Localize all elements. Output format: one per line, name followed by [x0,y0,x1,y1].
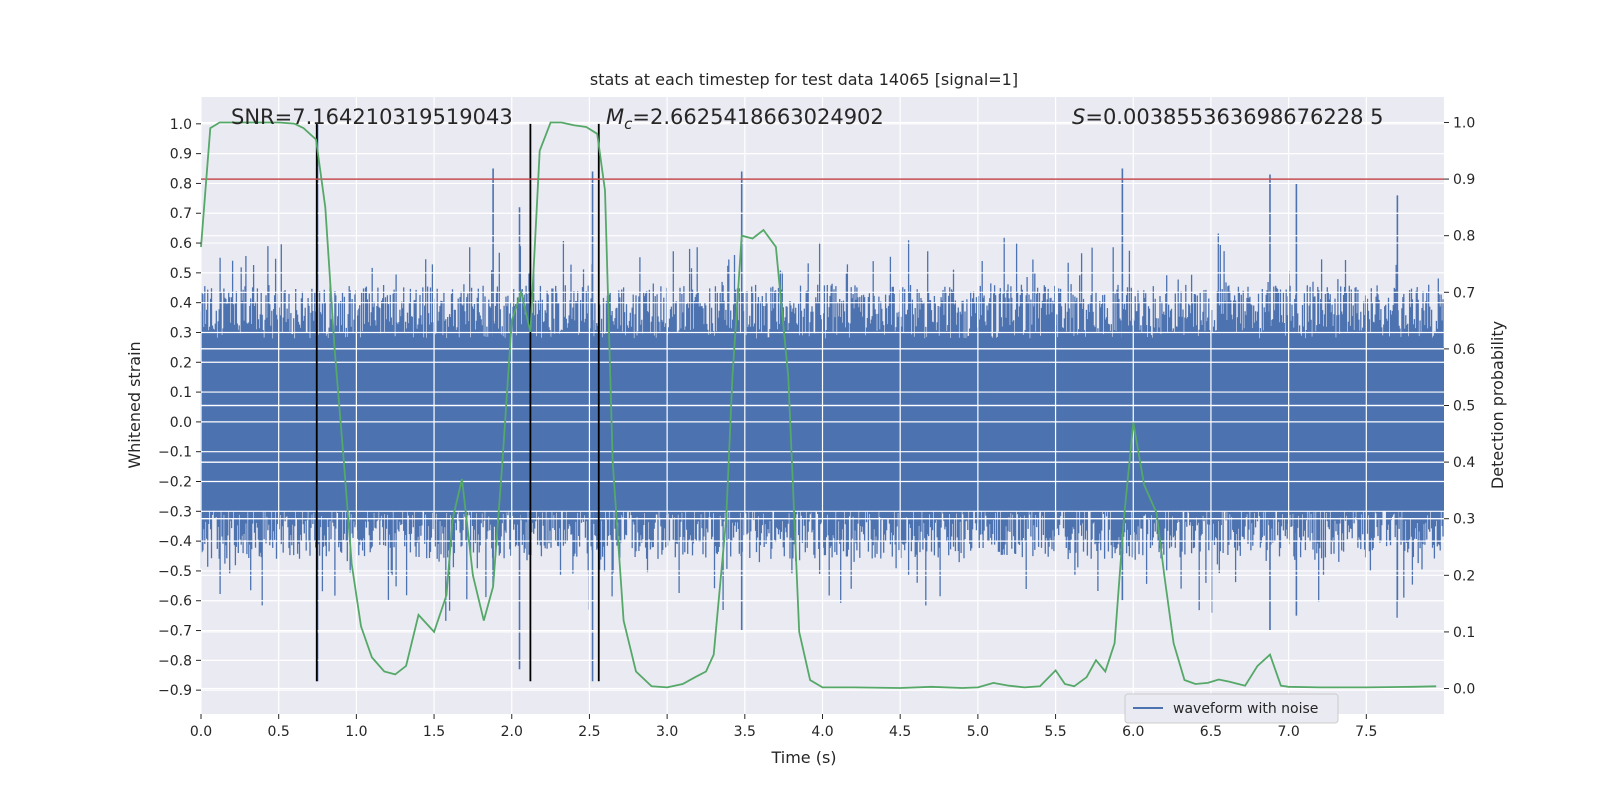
x-tick-label: 2.0 [501,724,523,740]
snr-annotation: SNR=7.164210319519043 [231,105,513,129]
y-left-tick-label: −0.4 [158,534,192,550]
x-tick-label: 2.5 [578,724,600,740]
y-left-tick-label: 0.2 [170,355,192,371]
s-value: =0.003855363698676228 5 [1085,105,1383,129]
y-right-tick-label: 0.7 [1453,285,1475,301]
legend-label: waveform with noise [1173,701,1318,717]
y-right-tick-label: 0.8 [1453,229,1475,245]
x-tick-label: 6.5 [1200,724,1222,740]
legend: waveform with noise [1124,693,1339,724]
y-left-tick-label: 0.8 [170,176,192,192]
x-tick-label: 0.0 [190,724,212,740]
y-left-tick-label: 1.0 [170,117,192,133]
y-right-tick-label: 0.4 [1453,455,1475,471]
y-left-tick-label: 0.5 [170,266,192,282]
y-left-tick-label: 0.6 [170,236,192,252]
detection-probability-line [200,121,1437,689]
y-right-tick-label: 1.0 [1453,115,1475,131]
y-left-tick-label: 0.0 [170,415,192,431]
chirp-mass-subscript: c [624,115,633,133]
y-left-tick-label: −0.2 [158,475,192,491]
x-tick-label: 1.0 [345,724,367,740]
x-tick-label: 4.0 [811,724,833,740]
vertical-markers [315,123,600,682]
y-left-tick-label: −0.7 [158,624,192,640]
y-left-tick-label: −0.3 [158,504,192,520]
y-right-tick-label: 0.9 [1453,172,1475,188]
x-axis-label: Time (s) [770,748,836,767]
y-right-tick-label: 0.1 [1453,625,1475,641]
y-left-tick-label: −0.9 [158,683,192,699]
s-symbol: S [1072,105,1085,129]
x-tick-label: 7.0 [1277,724,1299,740]
y-left-tick-label: −0.5 [158,564,192,580]
y-left-tick-label: −0.8 [158,653,192,669]
y-left-tick-label: 0.1 [170,385,192,401]
y-left-tick-label: 0.4 [170,296,192,312]
x-tick-label: 5.0 [967,724,989,740]
x-tick-label: 1.5 [423,724,445,740]
y-axis-left-label: Whitened strain [125,341,144,468]
axis-ticks: 0.0 0.5 1.0 1.5 2.0 2.5 3.0 3.5 4.0 4.5 5.0 5.5 6.0 6… [158,115,1475,740]
chirp-mass-annotation: Mc=2.6625418663024902 [606,105,884,133]
y-right-tick-label: 0.2 [1453,568,1475,584]
x-tick-label: 3.5 [734,724,756,740]
x-tick-label: 5.5 [1044,724,1066,740]
x-tick-label: 7.5 [1355,724,1377,740]
legend-box [1124,693,1339,724]
x-tick-label: 6.0 [1122,724,1144,740]
chart-title: stats at each timestep for test data 140… [590,70,1018,89]
y-right-tick-label: 0.0 [1453,682,1475,698]
grid-lines [200,97,1444,714]
chirp-mass-symbol: M [606,105,624,129]
y-left-tick-label: −0.1 [158,445,192,461]
x-tick-label: 0.5 [268,724,290,740]
y-right-tick-label: 0.6 [1453,342,1475,358]
y-axis-right-label: Detection probability [1488,321,1507,489]
y-left-tick-label: 0.3 [170,325,192,341]
x-tick-label: 3.0 [656,724,678,740]
y-right-tick-label: 0.5 [1453,399,1475,415]
chirp-mass-value: =2.6625418663024902 [632,105,883,129]
s-annotation: S=0.003855363698676228 5 [1072,105,1384,129]
y-right-tick-label: 0.3 [1453,512,1475,528]
x-tick-label: 4.5 [889,724,911,740]
y-left-tick-label: −0.6 [158,594,192,610]
y-left-tick-label: 0.7 [170,206,192,222]
y-left-tick-label: 0.9 [170,147,192,163]
